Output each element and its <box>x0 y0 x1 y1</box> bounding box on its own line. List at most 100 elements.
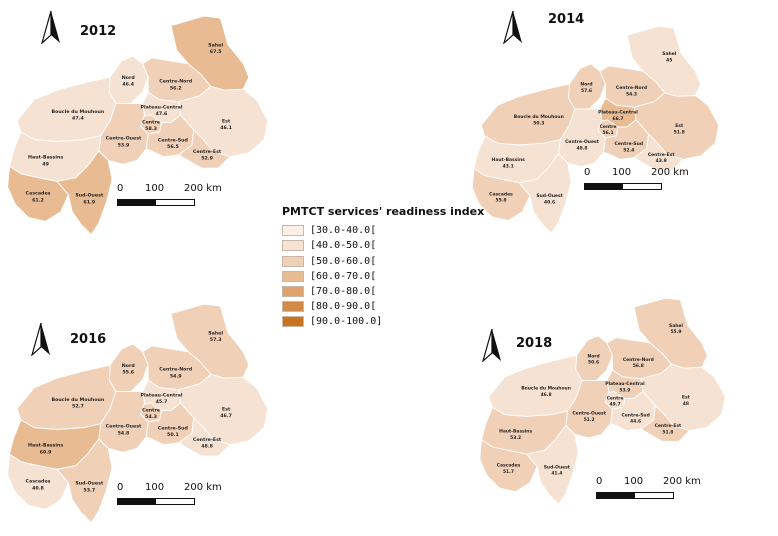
region-name-label: Plateau-Central <box>598 110 638 116</box>
scale-tick-100: 100 <box>145 183 165 194</box>
legend-label: [70.0-80.0[ <box>310 286 377 297</box>
region-value-label: 53.9 <box>619 387 630 393</box>
region-name-label: Sud-Ouest <box>75 193 104 199</box>
region-centre-est <box>633 133 684 171</box>
region-value-label: 67.5 <box>210 49 222 55</box>
region-name-label: Boucle du Mouhoun <box>514 114 564 120</box>
region-name-label: Sahel <box>208 331 223 337</box>
region-name-label: Boucle du Mouhoun <box>51 397 104 403</box>
region-name-label: Sud-Ouest <box>536 193 563 199</box>
region-name-label: Centre-Sud <box>158 138 188 144</box>
region-name-label: Plateau-Central <box>605 381 645 387</box>
region-name-label: Centre-Est <box>655 423 682 429</box>
region-value-label: 46.7 <box>220 413 232 419</box>
region-value-label: 40.8 <box>32 485 44 491</box>
region-name-label: Nord <box>587 353 599 359</box>
year-label-2012: 2012 <box>80 24 117 39</box>
region-value-label: 48.8 <box>576 146 587 152</box>
region-value-label: 54.8 <box>118 430 130 436</box>
region-name-label: Cascades <box>26 479 51 485</box>
scale-tick-100: 100 <box>145 482 165 493</box>
region-value-label: 61.2 <box>32 197 44 203</box>
region-value-label: 40.6 <box>544 200 555 206</box>
scale-tick-200: 200 km <box>184 482 222 493</box>
scale-bar-2012: 0 100 200 km <box>117 183 222 206</box>
region-name-label: Centre-Nord <box>616 85 647 91</box>
region-value-label: 54.3 <box>145 414 157 420</box>
region-name-label: Centre-Nord <box>159 79 192 85</box>
region-name-label: Centre-Ouest <box>565 139 600 145</box>
region-value-label: 48.8 <box>201 444 213 450</box>
region-cascades <box>479 439 538 493</box>
region-name-label: Haut-Bassins <box>28 443 63 449</box>
legend-title: PMTCT services' readiness index <box>282 205 485 218</box>
region-value-label: 46.1 <box>220 125 232 131</box>
north-arrow-icon <box>30 322 52 360</box>
region-name-label: Sud-Ouest <box>75 481 104 487</box>
scale-tick-200: 200 km <box>651 167 689 178</box>
scale-tick-0: 0 <box>117 183 124 194</box>
region-value-label: 48 <box>683 401 689 407</box>
region-name-label: Centre-Nord <box>623 357 654 363</box>
region-name-label: Centre-Ouest <box>106 136 142 142</box>
region-name-label: Sahel <box>662 51 677 57</box>
region-name-label: Est <box>222 407 231 413</box>
region-name-label: Centre-Sud <box>158 426 188 432</box>
region-value-label: 49 <box>42 161 49 167</box>
legend-swatch <box>282 255 304 267</box>
legend-item: [70.0-80.0[ <box>282 285 484 299</box>
region-cascades <box>7 453 69 510</box>
region-value-label: 57.3 <box>210 337 222 343</box>
region-name-label: Plateau-Central <box>141 104 183 110</box>
region-name-label: Cascades <box>26 191 51 197</box>
region-value-label: 47.6 <box>156 111 168 117</box>
region-name-label: Centre-Est <box>648 152 676 158</box>
region-value-label: 53.7 <box>83 487 95 493</box>
region-name-label: Centre <box>142 407 160 413</box>
legend-swatch <box>282 301 304 313</box>
legend-item: [80.0-90.0[ <box>282 300 484 314</box>
region-value-label: 50.1 <box>167 432 179 438</box>
region-name-label: Sahel <box>669 323 683 329</box>
region-name-label: Centre <box>142 119 160 125</box>
region-centre-est <box>640 405 690 442</box>
region-name-label: Cascades <box>497 463 521 469</box>
region-centre-est <box>178 129 231 169</box>
region-value-label: 52.4 <box>623 147 634 153</box>
region-value-label: 44.6 <box>630 419 641 425</box>
map-2014: Sahel 45 Nord 57.6 Centre-Nord 54.3 Boucle du … <box>465 17 735 237</box>
region-name-label: Centre-Nord <box>159 367 192 373</box>
region-name-label: Centre-Ouest <box>106 424 142 430</box>
scale-tick-0: 0 <box>117 482 124 493</box>
region-value-label: 54.9 <box>170 373 182 379</box>
map-2018: Sahel 55.9 Nord 50.6 Centre-Nord 56.8 Boucle d… <box>472 291 742 506</box>
region-cascades <box>7 165 69 222</box>
region-name-label: Centre <box>600 124 617 130</box>
region-value-label: 56.1 <box>603 130 614 136</box>
region-value-label: 53.9 <box>118 142 130 148</box>
region-value-label: 43.9 <box>656 158 667 164</box>
region-value-label: 52.9 <box>201 156 213 162</box>
region-centre-est <box>178 417 231 457</box>
region-value-label: 55.6 <box>122 369 134 375</box>
region-value-label: 55.8 <box>495 198 506 204</box>
region-name-label: Centre-Ouest <box>572 411 606 417</box>
region-value-label: 50.3 <box>533 120 544 126</box>
legend-item: [50.0-60.0[ <box>282 254 484 268</box>
region-value-label: 52.7 <box>72 404 84 410</box>
region-value-label: 51.7 <box>503 469 514 475</box>
region-value-label: 53.2 <box>510 435 521 441</box>
region-name-label: Centre-Est <box>193 149 222 155</box>
region-value-label: 66.7 <box>612 116 623 122</box>
region-name-label: Sahel <box>208 43 223 49</box>
legend-item: [60.0-70.0[ <box>282 270 484 284</box>
scale-tick-100: 100 <box>612 167 632 178</box>
region-name-label: Plateau-Central <box>141 392 183 398</box>
region-name-label: Boucle du Mouhoun <box>521 386 571 392</box>
region-value-label: 41.4 <box>551 471 562 477</box>
region-name-label: Nord <box>122 363 135 369</box>
region-value-label: 45 <box>666 57 672 63</box>
region-value-label: 46.4 <box>122 81 134 87</box>
